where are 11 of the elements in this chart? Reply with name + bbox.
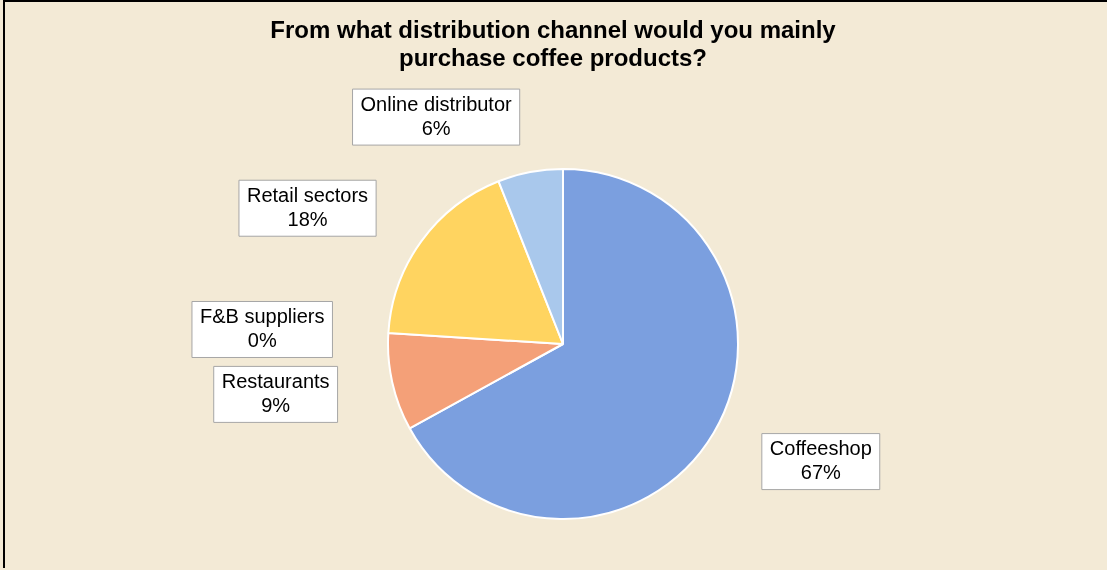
text: 0%	[247, 329, 277, 352]
data-label: 6%	[421, 116, 451, 139]
slice-label: Coffeeshop	[769, 437, 872, 460]
chart-title: From what distribution channel would you mainly purchase coffee products?	[269, 16, 837, 72]
data-label: 67%	[800, 461, 842, 484]
slice-label: Retail sectors	[246, 183, 369, 206]
slice-label: Online distributor	[360, 92, 513, 115]
data-label: 18%	[287, 207, 328, 230]
category-label: F&B suppliers	[199, 305, 325, 328]
data-label: 9%	[261, 393, 291, 416]
slice-label: Restaurants	[221, 369, 330, 392]
